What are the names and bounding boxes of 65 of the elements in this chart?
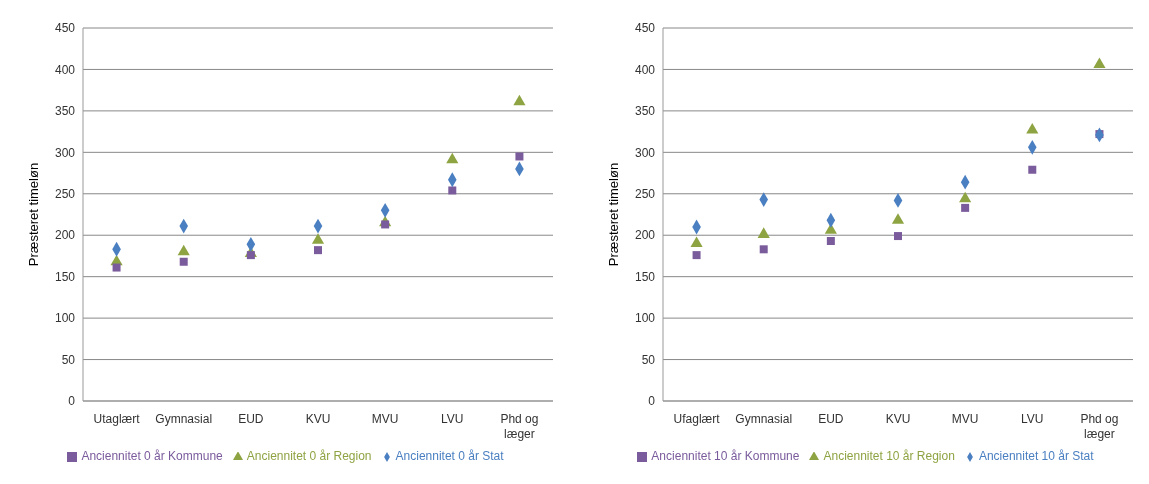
y-tick-label: 0 <box>648 394 656 409</box>
y-tick-label: 150 <box>54 269 76 284</box>
point <box>692 251 701 260</box>
y-tick-label: 200 <box>634 228 656 243</box>
x-tick-label: MVU <box>951 412 979 426</box>
y-tick-label: 100 <box>634 311 656 326</box>
y-tick-label: 250 <box>634 187 656 202</box>
x-tick-label: Gymnasial <box>155 412 213 426</box>
legend-label: Anciennitet 10 år Kommune <box>651 449 800 463</box>
point <box>757 227 770 238</box>
y-tick-label: 200 <box>54 228 76 243</box>
x-tick-label: Phd og læger <box>500 412 539 441</box>
y-tick-label: 50 <box>61 352 76 367</box>
y-tick-label: 0 <box>68 394 76 409</box>
y-tick-label: 350 <box>54 104 76 119</box>
point <box>179 257 188 266</box>
point <box>448 186 457 195</box>
legend-label: Anciennitet 0 år Stat <box>395 449 504 463</box>
x-tick-label: LVU <box>1021 412 1044 426</box>
point <box>446 152 459 164</box>
point <box>314 246 322 255</box>
y-tick-label: 50 <box>641 352 656 367</box>
point <box>759 245 768 254</box>
x-tick-label: Phd og læger <box>1080 412 1119 441</box>
y-tick-label: 350 <box>634 104 656 119</box>
point <box>515 152 524 161</box>
x-tick-label: MVU <box>371 412 399 426</box>
x-tick-label: Ufaglært <box>673 412 721 426</box>
y-tick-label: 300 <box>634 145 656 160</box>
x-tick-label: EUD <box>818 412 844 426</box>
point <box>894 232 902 241</box>
point <box>311 233 325 244</box>
y-tick-label: 450 <box>54 21 76 36</box>
point <box>961 203 970 212</box>
point <box>246 251 255 260</box>
y-tick-label: 250 <box>54 187 76 202</box>
point <box>381 220 390 229</box>
point <box>1026 122 1039 134</box>
point <box>177 244 190 256</box>
y-tick-label: 150 <box>634 269 656 284</box>
point <box>112 263 121 272</box>
legend-label: Anciennitet 0 år Kommune <box>81 449 223 463</box>
y-tick-label: 300 <box>54 145 76 160</box>
y-tick-label: 400 <box>634 62 656 77</box>
x-tick-label: Utaglært <box>93 412 141 426</box>
point <box>1093 57 1106 68</box>
x-tick-label: LVU <box>441 412 464 426</box>
y-tick-label: 450 <box>634 21 656 36</box>
y-tick-label: 400 <box>54 62 76 77</box>
point <box>826 237 835 246</box>
x-tick-label: Gymnasial <box>735 412 793 426</box>
y-axis-title: Præsteret timeløn <box>605 162 621 267</box>
x-tick-label: KVU <box>305 412 331 426</box>
point <box>1028 165 1037 174</box>
legend-label: Anciennitet 10 år Stat <box>978 449 1094 463</box>
x-tick-label: EUD <box>238 412 264 426</box>
point <box>959 191 972 203</box>
legend-label: Anciennitet 10 år Region <box>823 449 955 463</box>
legend-label: Anciennitet 0 år Region <box>246 449 372 463</box>
point <box>891 213 905 224</box>
point <box>513 94 526 106</box>
y-tick-label: 100 <box>54 311 76 326</box>
point <box>690 236 703 248</box>
y-axis-title: Præsteret timeløn <box>25 162 41 267</box>
x-tick-label: KVU <box>885 412 911 426</box>
